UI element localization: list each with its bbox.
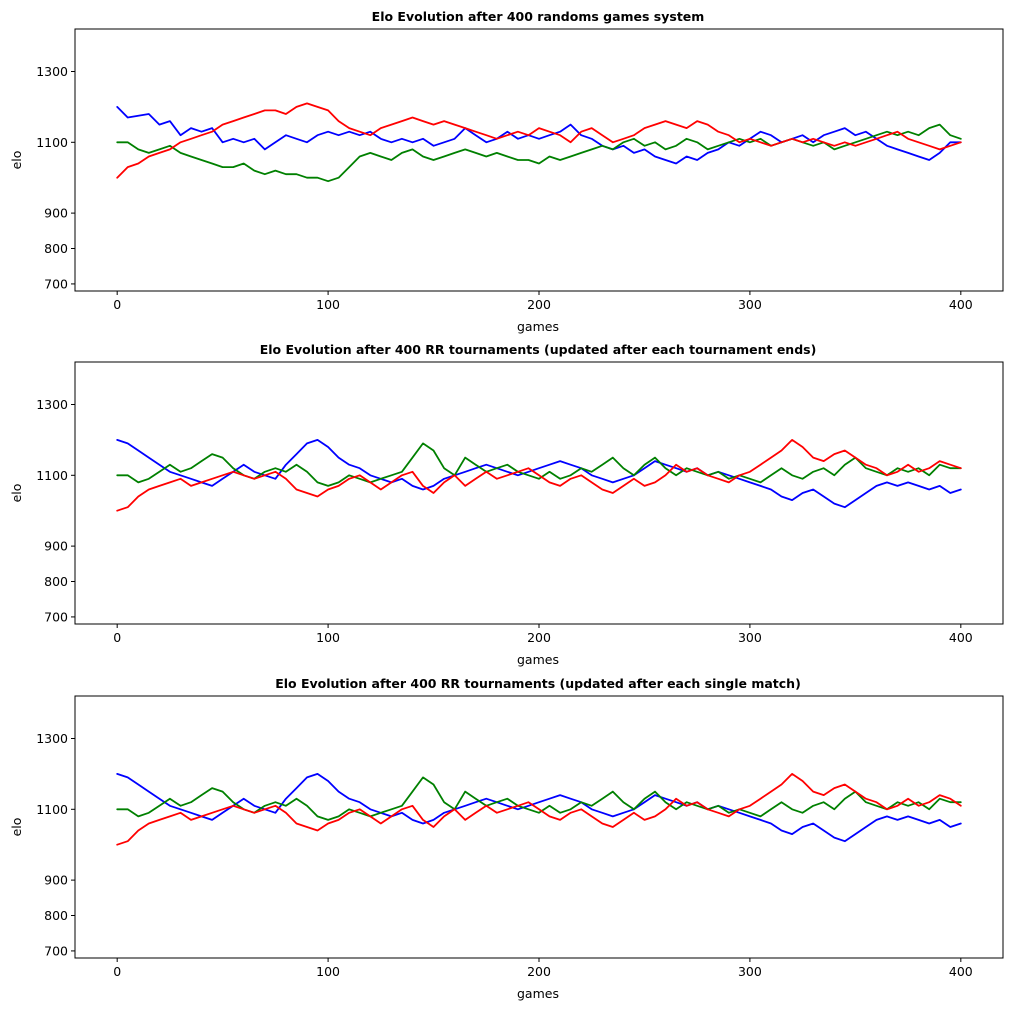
y-tick-label: 1300 (36, 731, 68, 746)
series-line-1 (116, 442, 962, 487)
series-line-0 (116, 438, 962, 509)
x-tick-label: 0 (113, 964, 121, 979)
x-tick-label: 400 (949, 297, 973, 312)
plot-area (116, 438, 962, 512)
y-axis-label: elo (9, 818, 24, 837)
y-tick-label: 900 (44, 539, 68, 554)
chart-random-games: Elo Evolution after 400 randoms games sy… (9, 9, 1004, 334)
y-tick-label: 1100 (36, 135, 68, 150)
y-tick-label: 900 (44, 873, 68, 888)
x-tick-label: 200 (527, 964, 551, 979)
y-tick-label: 700 (44, 943, 68, 958)
series-line-2 (116, 438, 962, 512)
y-tick-label: 1300 (36, 64, 68, 79)
x-tick-label: 200 (527, 297, 551, 312)
x-tick-label: 400 (949, 630, 973, 645)
series-line-2 (116, 102, 962, 179)
x-axis-label: games (517, 986, 559, 1001)
x-tick-label: 300 (738, 297, 762, 312)
series-line-0 (116, 773, 962, 843)
x-axis: 0 100 200 300 400 (113, 291, 973, 312)
y-tick-label: 700 (44, 276, 68, 291)
y-axis-label: elo (9, 151, 24, 170)
y-tick-label: 800 (44, 574, 68, 589)
y-tick-label: 1100 (36, 468, 68, 483)
x-tick-label: 100 (316, 964, 340, 979)
series-line-1 (116, 123, 962, 183)
x-tick-label: 400 (949, 964, 973, 979)
x-tick-label: 100 (316, 297, 340, 312)
x-tick-label: 0 (113, 630, 121, 645)
x-tick-label: 100 (316, 630, 340, 645)
y-tick-label: 900 (44, 206, 68, 221)
x-axis-label: games (517, 652, 559, 667)
series-line-0 (116, 106, 962, 165)
y-tick-label: 800 (44, 908, 68, 923)
y-axis: 700 800 900 1100 1300 (36, 64, 75, 291)
chart-title: Elo Evolution after 400 randoms games sy… (372, 9, 705, 24)
y-axis: 700 800 900 1100 1300 (36, 731, 75, 958)
x-tick-label: 0 (113, 297, 121, 312)
chart-title: Elo Evolution after 400 RR tournaments (… (275, 676, 801, 691)
x-axis-label: games (517, 319, 559, 334)
chart-rr-single-match: Elo Evolution after 400 RR tournaments (… (9, 676, 1004, 1001)
y-axis: 700 800 900 1100 1300 (36, 397, 75, 624)
y-tick-label: 1100 (36, 802, 68, 817)
x-axis: 0 100 200 300 400 (113, 624, 973, 645)
y-axis-label: elo (9, 484, 24, 503)
x-tick-label: 300 (738, 630, 762, 645)
y-tick-label: 1300 (36, 397, 68, 412)
y-tick-label: 700 (44, 609, 68, 624)
chart-rr-tournament-end: Elo Evolution after 400 RR tournaments (… (9, 342, 1004, 667)
x-tick-label: 300 (738, 964, 762, 979)
x-axis: 0 100 200 300 400 (113, 958, 973, 979)
x-tick-label: 200 (527, 630, 551, 645)
series-line-2 (116, 773, 962, 846)
plot-area (116, 102, 962, 183)
y-tick-label: 800 (44, 241, 68, 256)
chart-title: Elo Evolution after 400 RR tournaments (… (260, 342, 817, 357)
plot-area (116, 773, 962, 846)
series-line-1 (116, 776, 962, 821)
